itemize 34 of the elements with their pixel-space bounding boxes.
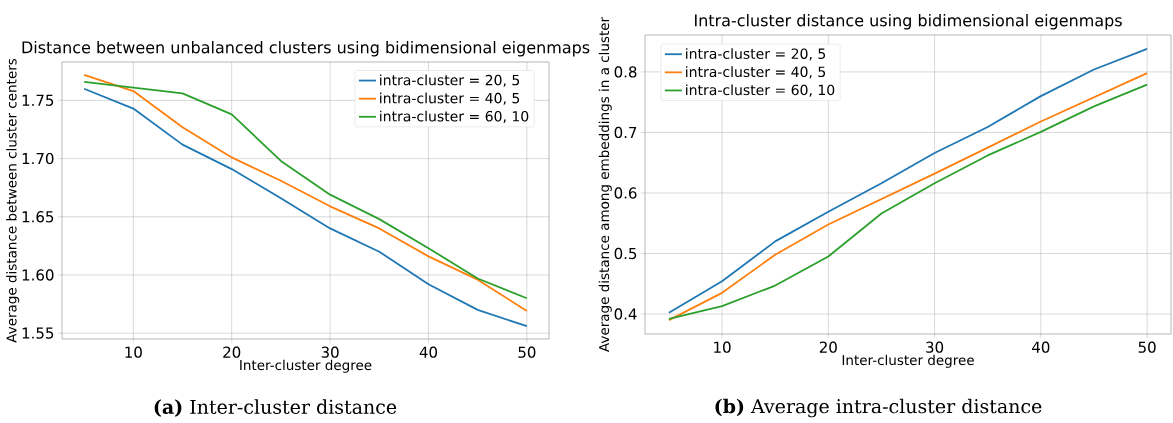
y-tick-label: 0.6 (614, 187, 637, 199)
x-axis-title: Inter-cluster degree (842, 354, 974, 368)
y-tick-label: 1.60 (22, 269, 54, 281)
x-tick-label: 40 (419, 346, 438, 358)
x-tick-label: 50 (518, 346, 536, 358)
y-axis-title: Average distance between cluster centers (6, 58, 20, 343)
text: (a) Inter-cluster distance (154, 399, 397, 417)
x-tick-label: 30 (321, 346, 339, 358)
y-tick-label: 0.7 (614, 126, 637, 139)
legend-label: intra-cluster = 60, 10 (380, 110, 529, 123)
y-tick-label: 0.4 (614, 308, 637, 320)
legend-label: intra-cluster = 20, 5 (686, 48, 826, 61)
text: (b) Average intra-cluster distance (715, 398, 1042, 418)
y-tick-label: 1.55 (22, 327, 54, 339)
x-tick-label: 50 (1138, 341, 1156, 353)
legend-label: intra-cluster = 40, 5 (380, 92, 520, 105)
chart-title: Intra-cluster distance using bidimensional eigenmaps (695, 14, 1122, 30)
x-tick-label: 30 (926, 341, 944, 353)
y-tick-label: 0.8 (614, 66, 637, 78)
legend-label: intra-cluster = 40, 5 (686, 66, 826, 79)
x-tick-label: 20 (223, 346, 241, 358)
x-axis-title: Inter-cluster degree (240, 359, 372, 373)
x-tick-label: 40 (1032, 341, 1050, 353)
y-axis-title: Average distance among embeddings in a cluster (598, 16, 612, 352)
chart-title: Distance between unbalanced clusters using bidimensional eigenmaps (22, 41, 590, 57)
x-tick-label: 10 (125, 346, 142, 358)
x-tick-label: 10 (714, 341, 731, 353)
legend-label: intra-cluster = 60, 10 (686, 84, 835, 97)
y-tick-label: 1.70 (22, 152, 54, 165)
x-tick-label: 20 (819, 341, 837, 353)
legend-label: intra-cluster = 20, 5 (380, 74, 520, 87)
y-tick-label: 0.5 (614, 247, 637, 260)
y-tick-label: 1.65 (22, 211, 54, 223)
y-tick-label: 1.75 (22, 94, 54, 106)
